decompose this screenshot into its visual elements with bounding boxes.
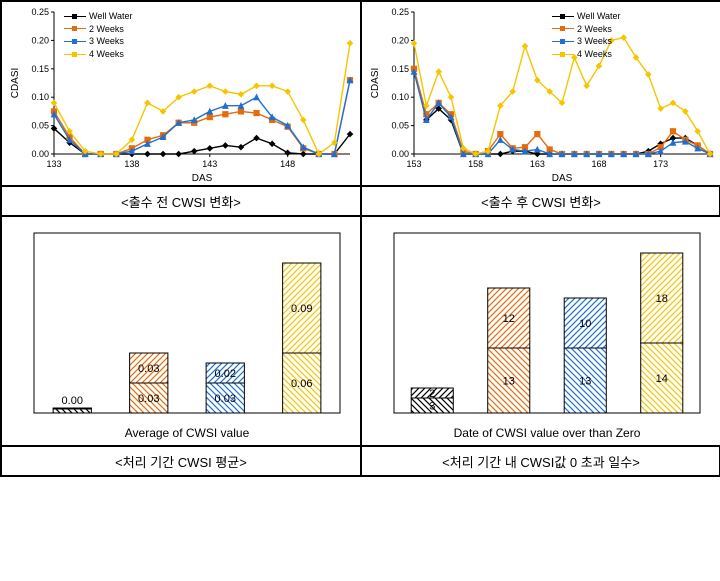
svg-text:0.00: 0.00: [62, 395, 83, 407]
svg-text:0.05: 0.05: [31, 121, 49, 131]
svg-text:13: 13: [579, 376, 591, 388]
caption-bottom-right: <처리 기간 내 CWSI값 0 초과 일수>: [361, 446, 720, 476]
svg-text:0.03: 0.03: [138, 363, 159, 375]
legend-item: Well Water: [64, 10, 133, 23]
svg-text:0.15: 0.15: [391, 64, 409, 74]
chart-top-right: 0.00 0.05 0.10 0.15 0.20 0.25 153 158 163 168 173 D…: [361, 1, 720, 186]
svg-text:133: 133: [46, 159, 61, 169]
legend-item: 2 Weeks: [552, 23, 621, 36]
svg-text:CDASI: CDASI: [10, 68, 21, 99]
legend-item: 4 Weeks: [64, 48, 133, 61]
legend-label: 2 Weeks: [577, 23, 612, 36]
figure-grid: 0.000.050.100.150.200.25133138143148DASC…: [0, 0, 720, 477]
svg-text:DAS: DAS: [192, 173, 213, 184]
legend-top-left: Well Water2 Weeks3 Weeks4 Weeks: [64, 10, 133, 60]
svg-text:Average of CWSI value: Average of CWSI value: [125, 426, 250, 440]
svg-text:18: 18: [656, 293, 668, 305]
svg-text:0.05: 0.05: [391, 121, 409, 131]
svg-text:163: 163: [530, 159, 545, 169]
legend-label: 4 Weeks: [89, 48, 124, 61]
legend-label: 2 Weeks: [89, 23, 124, 36]
svg-text:10: 10: [579, 318, 591, 330]
svg-text:3: 3: [429, 401, 435, 413]
svg-text:143: 143: [202, 159, 217, 169]
legend-label: 3 Weeks: [577, 35, 612, 48]
svg-text:0.00: 0.00: [31, 149, 49, 159]
legend-label: 3 Weeks: [89, 35, 124, 48]
svg-text:12: 12: [503, 313, 515, 325]
svg-text:0.03: 0.03: [215, 393, 236, 405]
svg-text:0.09: 0.09: [291, 303, 312, 315]
svg-text:0.02: 0.02: [215, 368, 236, 380]
legend-label: 4 Weeks: [577, 48, 612, 61]
svg-text:0.10: 0.10: [391, 92, 409, 102]
legend-item: 3 Weeks: [64, 35, 133, 48]
legend-item: 4 Weeks: [552, 48, 621, 61]
caption-text: <출수 전 CWSI 변화>: [121, 192, 241, 211]
svg-text:0.00: 0.00: [391, 149, 409, 159]
legend-item: Well Water: [552, 10, 621, 23]
chart-bottom-left: 0.00 0.03 0.03 0.03 0.02 0.06 0.09 Average of C…: [1, 216, 361, 446]
svg-text:0.20: 0.20: [391, 35, 409, 45]
svg-text:153: 153: [406, 159, 421, 169]
caption-bottom-left: <처리 기간 CWSI 평균>: [1, 446, 361, 476]
svg-text:148: 148: [280, 159, 295, 169]
caption-top-right: <출수 후 CWSI 변화>: [361, 186, 720, 216]
svg-text:0.20: 0.20: [31, 35, 49, 45]
svg-text:0.15: 0.15: [31, 64, 49, 74]
caption-text: <출수 후 CWSI 변화>: [481, 192, 601, 211]
svg-text:158: 158: [468, 159, 483, 169]
caption-text: <처리 기간 내 CWSI값 0 초과 일수>: [442, 452, 640, 471]
legend-label: Well Water: [89, 10, 133, 23]
legend-item: 3 Weeks: [552, 35, 621, 48]
svg-text:0.10: 0.10: [31, 92, 49, 102]
legend-label: Well Water: [577, 10, 621, 23]
legend-item: 2 Weeks: [64, 23, 133, 36]
svg-text:0.06: 0.06: [291, 378, 312, 390]
svg-text:CDASI: CDASI: [370, 68, 381, 99]
legend-top-right: Well Water2 Weeks3 Weeks4 Weeks: [552, 10, 621, 60]
caption-text: <처리 기간 CWSI 평균>: [115, 452, 247, 471]
svg-text:138: 138: [124, 159, 139, 169]
chart-bottom-right: 32 13 12 13 10 14 18 Date of CWSI value over th…: [361, 216, 720, 446]
svg-text:DAS: DAS: [552, 173, 573, 184]
svg-text:0.25: 0.25: [391, 7, 409, 17]
svg-text:13: 13: [503, 376, 515, 388]
svg-text:Date of CWSI value over than: Date of CWSI value over than Zero: [454, 426, 641, 440]
caption-top-left: <출수 전 CWSI 변화>: [1, 186, 361, 216]
chart-top-left: 0.00 0.05 0.10 0.15 0.20 0.25 133 138 143 148 DAS C…: [1, 1, 361, 186]
svg-text:2: 2: [429, 388, 435, 400]
svg-text:0.25: 0.25: [31, 7, 49, 17]
svg-text:14: 14: [656, 373, 668, 385]
svg-text:0.03: 0.03: [138, 393, 159, 405]
svg-text:173: 173: [653, 159, 668, 169]
svg-text:168: 168: [591, 159, 606, 169]
